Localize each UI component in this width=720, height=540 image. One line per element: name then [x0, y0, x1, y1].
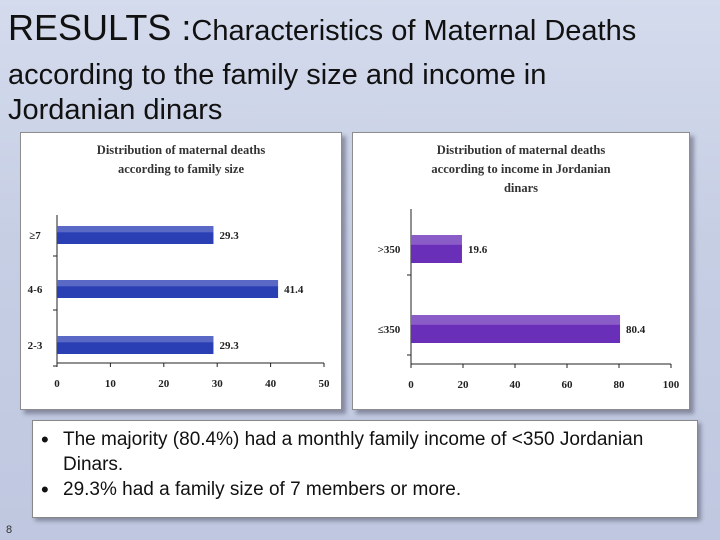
bar — [57, 280, 279, 298]
bullet-text: 29.3% had a family size of 7 members or … — [63, 479, 462, 500]
bullet-list: • The majority (80.4%) had a monthly fami… — [33, 421, 697, 502]
y-tick-label: 2-3 — [28, 340, 43, 352]
data-label: 29.3 — [219, 340, 239, 352]
slide-title-main: RESULTS : — [8, 7, 192, 48]
data-label: 29.3 — [219, 230, 239, 242]
bullet-dot-icon: • — [41, 477, 49, 502]
y-tick-label: ≥7 — [29, 230, 41, 242]
x-tick-label: 60 — [562, 379, 574, 391]
bullet-item: • The majority (80.4%) had a monthly fami… — [33, 427, 697, 477]
chart-family-size: 0 10 20 30 40 50 ≥7 29.3 4-6 41.4 2-3 29.3 — [28, 215, 331, 390]
bullet-box: • The majority (80.4%) had a monthly fami… — [32, 420, 698, 518]
x-tick-label: 20 — [458, 379, 470, 391]
slide-subtitle: according to the family size and income … — [8, 59, 547, 126]
data-label: 80.4 — [626, 324, 646, 336]
x-tick-label: 50 — [319, 378, 331, 390]
chart-panel-income: Distribution of maternal deaths accordin… — [352, 132, 690, 410]
x-tick-label: 0 — [408, 379, 414, 391]
x-tick-label: 0 — [54, 378, 60, 390]
x-tick-label: 40 — [510, 379, 522, 391]
bullet-item: • 29.3% had a family size of 7 members or… — [33, 477, 697, 502]
x-tick-label: 40 — [265, 378, 277, 390]
data-label: 41.4 — [284, 284, 304, 296]
chart-title-family-size: Distribution of maternal deaths accordin… — [96, 143, 266, 176]
bar — [411, 235, 462, 263]
y-tick-label: ≤350 — [378, 324, 401, 336]
bullet-text: The majority (80.4%) had a monthly famil… — [63, 429, 644, 475]
bar — [57, 226, 214, 244]
bar-highlight — [57, 336, 214, 343]
y-tick-label: 4-6 — [28, 284, 43, 296]
x-tick-label: 20 — [158, 378, 170, 390]
bar — [411, 315, 621, 343]
bullet-dot-icon: • — [41, 427, 49, 452]
slide-number: 8 — [6, 524, 13, 536]
x-tick-label: 10 — [105, 378, 117, 390]
chart-panel-family-size: Distribution of maternal deaths accordin… — [20, 132, 342, 410]
slide-title-rest: Characteristics of Maternal Deaths — [191, 15, 637, 47]
y-tick-label: >350 — [378, 244, 401, 256]
bar-highlight — [57, 280, 279, 287]
x-tick-label: 80 — [614, 379, 626, 391]
x-tick-label: 30 — [212, 378, 224, 390]
bar-highlight — [57, 226, 214, 233]
data-label: 19.6 — [468, 244, 488, 256]
bar — [57, 336, 214, 354]
slide-title: RESULTS :Characteristics of Maternal Dea… — [8, 8, 720, 56]
chart-income: 0 20 40 60 80 100 >350 19.6 ≤350 80.4 — [378, 209, 680, 391]
bar-highlight — [411, 315, 621, 325]
chart-title-income: Distribution of maternal deaths accordin… — [431, 143, 611, 195]
bar-highlight — [411, 235, 462, 245]
x-tick-label: 100 — [663, 379, 680, 391]
